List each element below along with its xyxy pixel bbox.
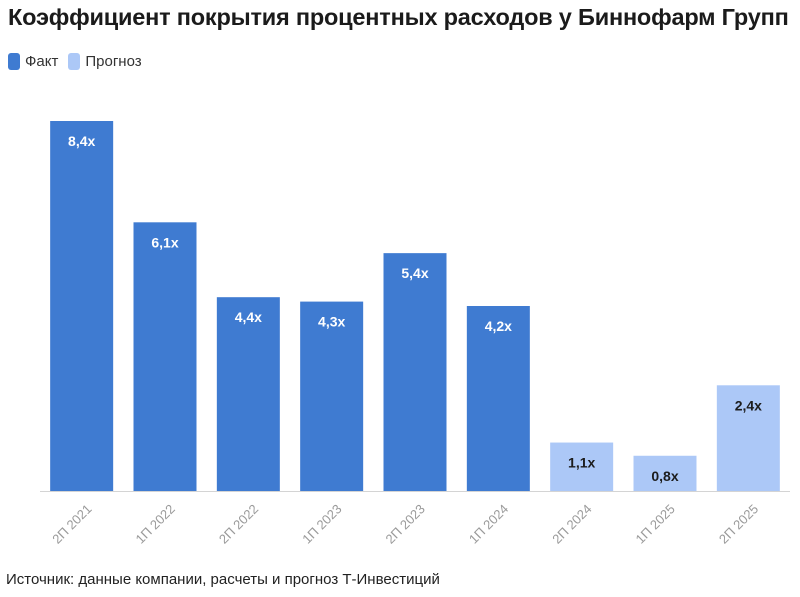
- x-tick-label: 2П 2024: [549, 501, 594, 546]
- bar-1П-2024: [466, 306, 530, 491]
- data-label: 4,3x: [318, 314, 345, 330]
- x-tick-label: 2П 2022: [216, 501, 261, 546]
- x-tick-label: 1П 2024: [466, 501, 511, 546]
- bar-1П-2025: [633, 455, 697, 491]
- data-label: 0,8x: [651, 468, 678, 484]
- x-tick-label: 2П 2021: [49, 501, 94, 546]
- legend: Факт Прогноз: [8, 53, 152, 70]
- bar-2П-2021: [50, 121, 114, 491]
- x-tick-label: 1П 2023: [299, 501, 344, 546]
- x-tick-label: 2П 2025: [716, 501, 761, 546]
- chart-title: Коэффициент покрытия процентных расходов…: [8, 4, 789, 30]
- data-label: 5,4x: [401, 265, 428, 281]
- bar-2П-2022: [216, 297, 280, 491]
- data-label: 4,4x: [235, 309, 262, 325]
- legend-swatch-fact: [8, 53, 20, 70]
- legend-item-forecast: Прогноз: [68, 53, 142, 70]
- x-tick-label: 1П 2025: [633, 501, 678, 546]
- legend-label-forecast: Прогноз: [85, 53, 142, 70]
- data-label: 1,1x: [568, 455, 595, 471]
- bar-2П-2025: [716, 385, 780, 491]
- legend-label-fact: Факт: [25, 53, 59, 70]
- data-label: 6,1x: [151, 234, 178, 250]
- bar-1П-2023: [300, 301, 364, 491]
- data-label: 4,2x: [485, 318, 512, 334]
- bar-2П-2023: [383, 253, 447, 491]
- data-label: 2,4x: [735, 397, 762, 413]
- legend-item-fact: Факт: [8, 53, 58, 70]
- bar-2П-2024: [550, 442, 614, 491]
- legend-swatch-forecast: [68, 53, 81, 70]
- data-label: 8,4x: [68, 133, 95, 149]
- x-tick-label: 2П 2023: [383, 501, 428, 546]
- source-note: Источник: данные компании, расчеты и про…: [6, 571, 440, 588]
- bar-1П-2022: [133, 222, 197, 492]
- x-tick-label: 1П 2022: [133, 501, 178, 546]
